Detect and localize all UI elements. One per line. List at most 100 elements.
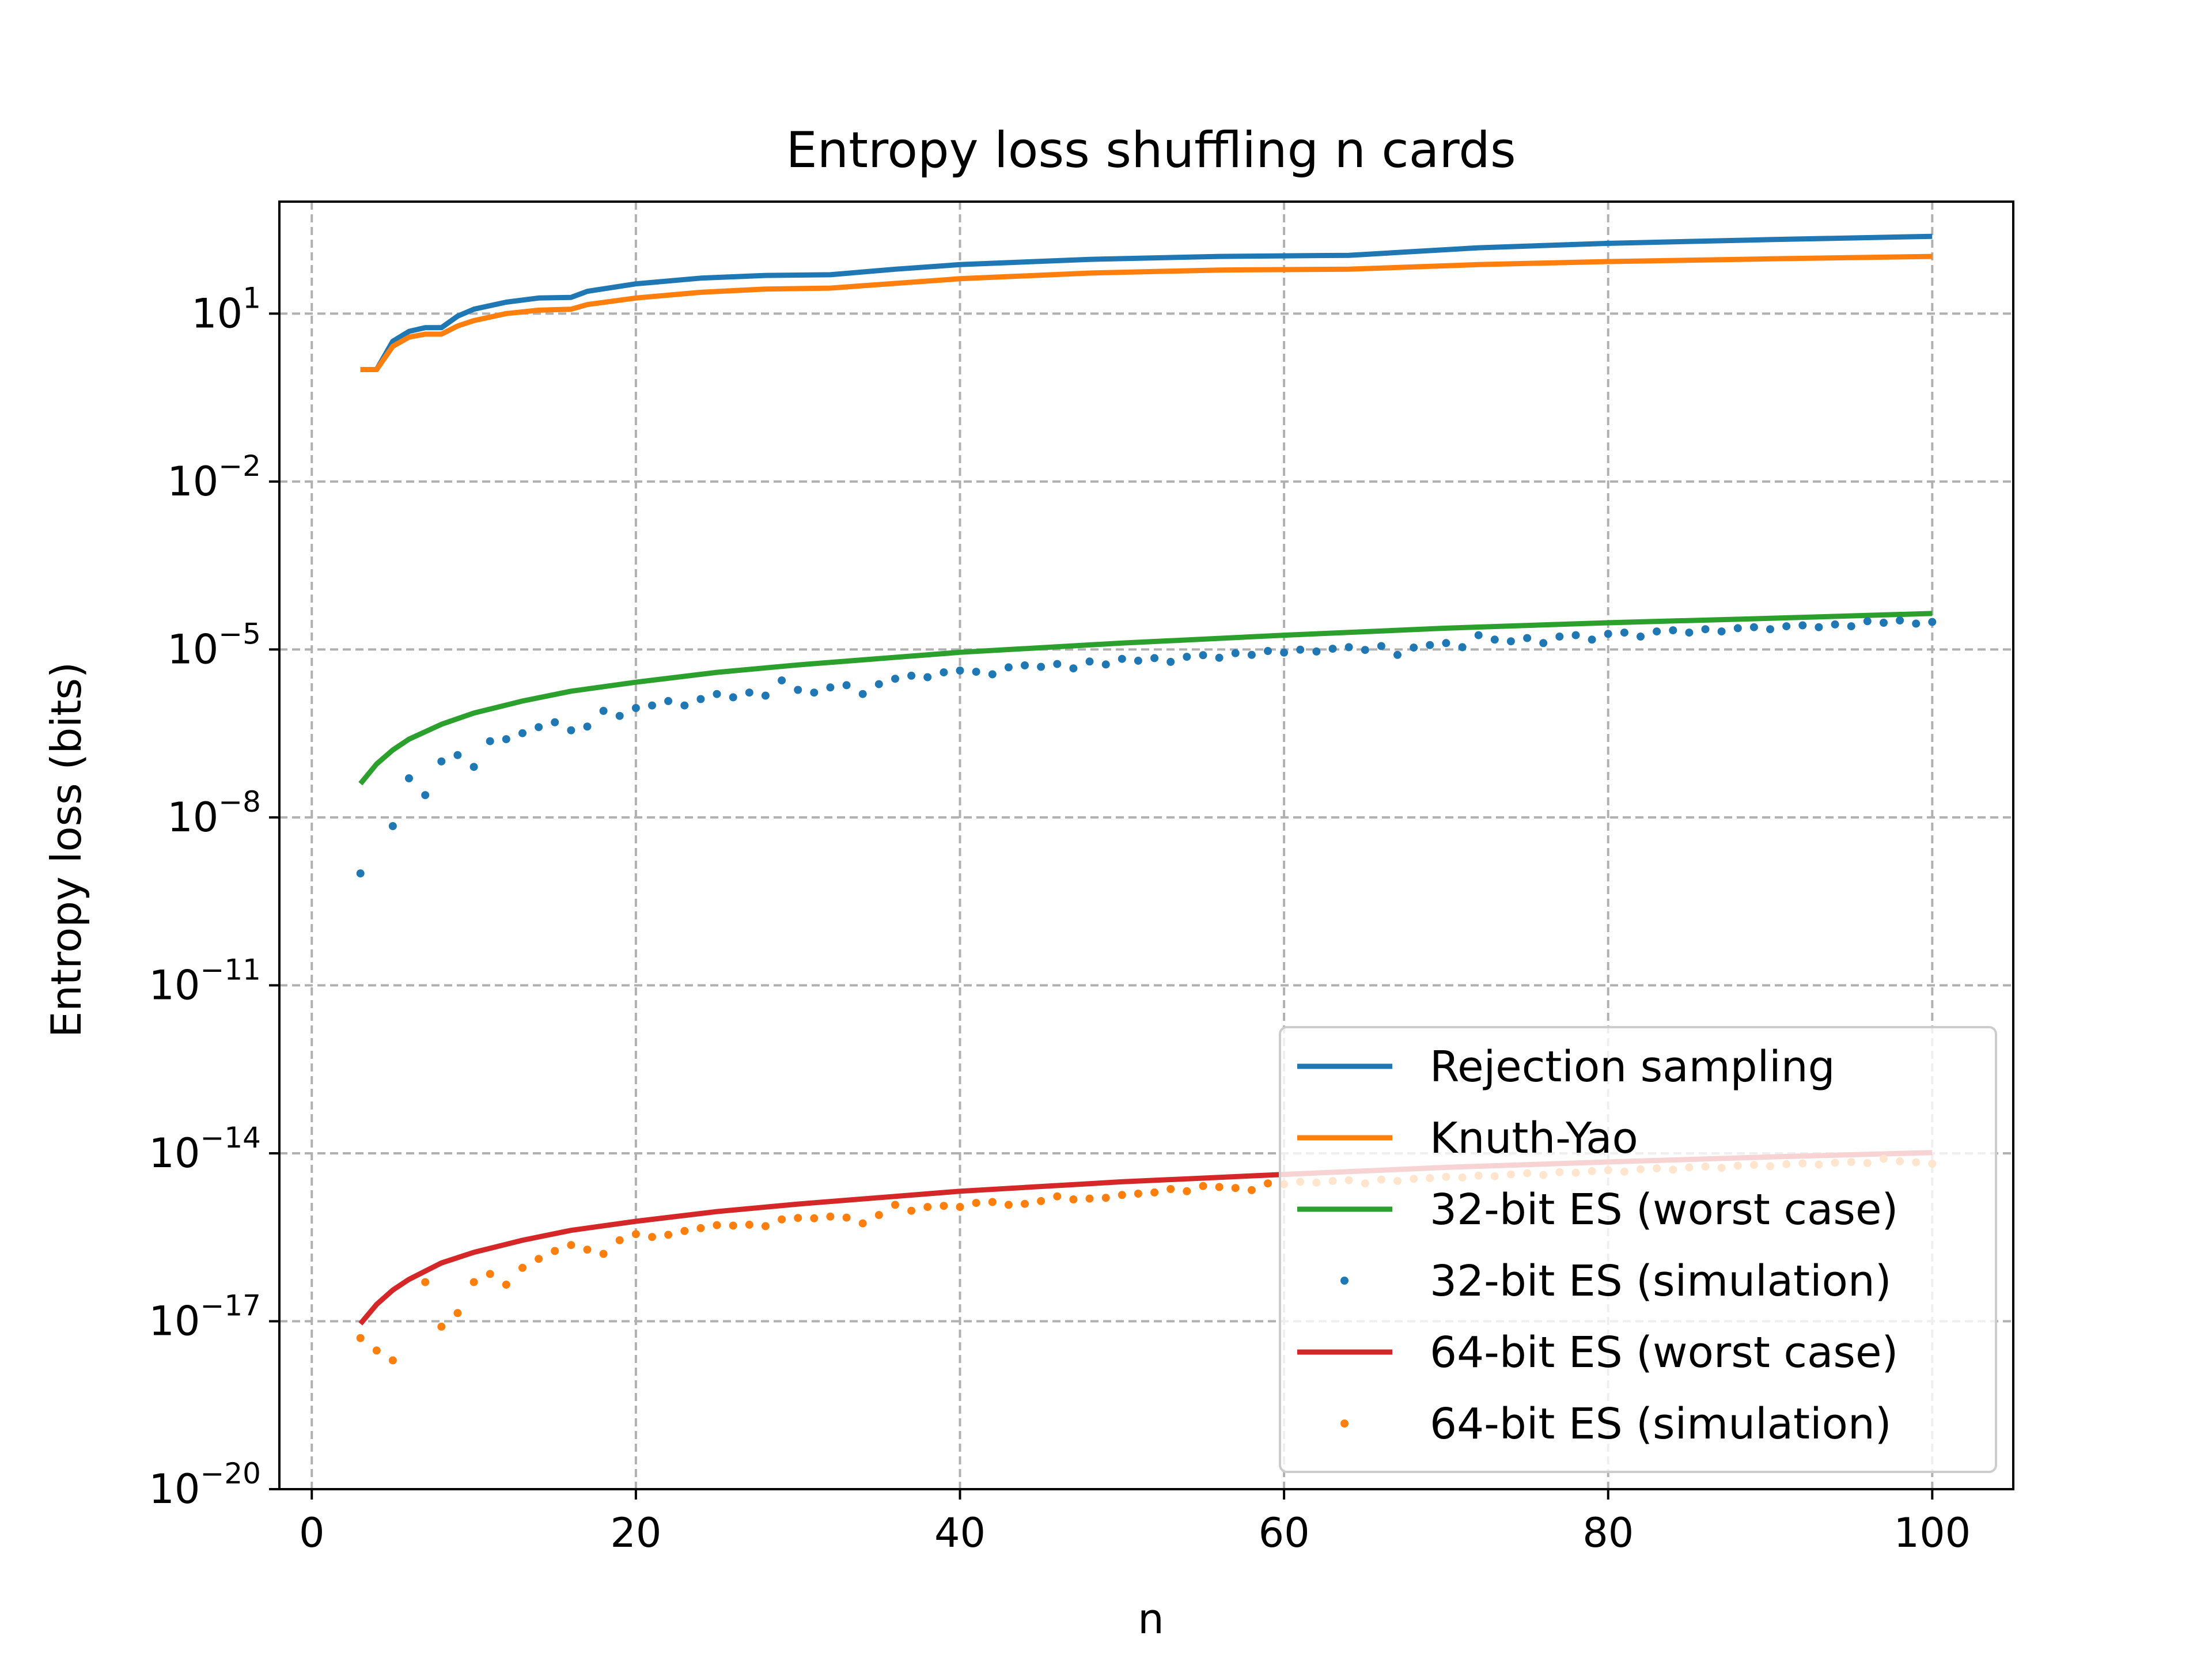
data-point xyxy=(599,1250,608,1258)
data-point xyxy=(1166,1185,1175,1193)
data-point xyxy=(680,701,689,710)
data-point xyxy=(648,701,656,710)
data-point xyxy=(713,1221,721,1229)
series-0 xyxy=(360,233,1933,372)
data-point xyxy=(469,763,478,771)
data-point xyxy=(469,1278,478,1286)
data-point xyxy=(437,1322,446,1331)
data-point xyxy=(858,1219,867,1228)
data-point xyxy=(696,695,705,703)
data-point xyxy=(664,1231,673,1239)
legend-entry-2: 32-bit ES (worst case) xyxy=(1297,1185,1898,1235)
data-point xyxy=(972,1199,980,1207)
data-point xyxy=(1021,1199,1029,1208)
data-point xyxy=(535,723,543,732)
data-point xyxy=(1749,623,1758,631)
data-point xyxy=(1653,627,1661,636)
data-point xyxy=(453,751,462,759)
y-tick-label: 101 xyxy=(191,281,261,337)
axes-layer: 0 20 40 60 80 100 101 10−2 10−5 10−8 10−11 10−14 10−… xyxy=(149,200,2014,1557)
data-point xyxy=(551,1247,559,1255)
data-point xyxy=(1183,1187,1191,1195)
data-point xyxy=(1880,619,1888,627)
data-point xyxy=(1264,1179,1272,1188)
data-point xyxy=(680,1226,689,1235)
series-line xyxy=(360,253,1933,372)
data-point xyxy=(1199,1182,1207,1190)
data-point xyxy=(518,1263,527,1272)
data-point xyxy=(1134,1190,1142,1198)
data-point xyxy=(648,1233,656,1241)
data-point xyxy=(1247,1186,1256,1194)
data-point xyxy=(1506,637,1515,646)
data-point xyxy=(745,1220,753,1229)
legend: Rejection sampling Knuth-Yao 32-bit ES (wo… xyxy=(1279,1026,1997,1473)
y-tick-label: 10−5 xyxy=(167,617,261,673)
data-point xyxy=(1101,660,1110,669)
data-point xyxy=(729,1221,737,1230)
data-point xyxy=(907,671,916,680)
data-point xyxy=(1377,642,1385,650)
data-point xyxy=(794,1214,802,1222)
data-point xyxy=(1637,633,1645,641)
x-tick-label: 80 xyxy=(1582,1509,1634,1557)
data-point xyxy=(858,690,867,698)
y-tick-label: 10−17 xyxy=(149,1289,261,1345)
data-point xyxy=(1685,629,1694,637)
legend-entry-4: 64-bit ES (worst case) xyxy=(1297,1328,1898,1377)
series-2 xyxy=(358,611,1933,786)
grid-layer xyxy=(279,202,2013,1490)
data-point xyxy=(502,1281,510,1289)
data-point xyxy=(729,693,737,702)
data-point xyxy=(1053,660,1062,668)
data-point xyxy=(1118,654,1126,663)
x-axis-title: n xyxy=(1138,1595,1164,1643)
data-point xyxy=(1604,630,1612,638)
data-point xyxy=(356,869,365,878)
data-point xyxy=(1069,1195,1078,1203)
legend-label: 64-bit ES (simulation) xyxy=(1430,1399,1892,1449)
data-point xyxy=(956,1203,964,1212)
data-point xyxy=(1053,1192,1062,1201)
data-point xyxy=(1701,625,1710,634)
data-point xyxy=(356,1334,365,1342)
data-point xyxy=(1021,661,1029,669)
data-point xyxy=(1474,631,1483,639)
data-point xyxy=(1215,653,1224,662)
legend-swatch xyxy=(1340,1419,1349,1428)
data-point xyxy=(1150,1188,1159,1197)
x-tick-label: 0 xyxy=(299,1509,325,1557)
data-point xyxy=(1863,617,1872,626)
legend-label: 32-bit ES (worst case) xyxy=(1430,1185,1898,1235)
data-point xyxy=(1717,627,1726,636)
data-point xyxy=(891,675,899,683)
data-point xyxy=(1134,656,1142,665)
data-point xyxy=(1215,1183,1224,1191)
data-point xyxy=(1912,619,1921,628)
data-point xyxy=(615,711,624,720)
data-point xyxy=(1361,646,1369,654)
data-point xyxy=(1328,645,1337,653)
legend-label: 64-bit ES (worst case) xyxy=(1430,1328,1898,1377)
legend-box xyxy=(1279,1026,1997,1473)
data-point xyxy=(502,735,510,744)
data-point xyxy=(826,1212,835,1221)
data-point xyxy=(1669,626,1677,635)
data-point xyxy=(794,686,802,694)
x-tick-label: 100 xyxy=(1894,1509,1971,1557)
data-point xyxy=(1847,622,1855,631)
data-point xyxy=(1264,647,1272,655)
data-point xyxy=(1037,1197,1046,1205)
data-point xyxy=(1344,643,1353,652)
series-line xyxy=(358,611,1933,786)
data-point xyxy=(1815,623,1823,631)
data-point xyxy=(1410,643,1418,652)
data-point xyxy=(486,737,494,745)
data-point xyxy=(1166,657,1175,666)
data-point xyxy=(583,1245,592,1254)
data-point xyxy=(421,791,430,800)
data-point xyxy=(1831,620,1839,629)
data-point xyxy=(1766,625,1774,634)
data-point xyxy=(940,1202,948,1210)
